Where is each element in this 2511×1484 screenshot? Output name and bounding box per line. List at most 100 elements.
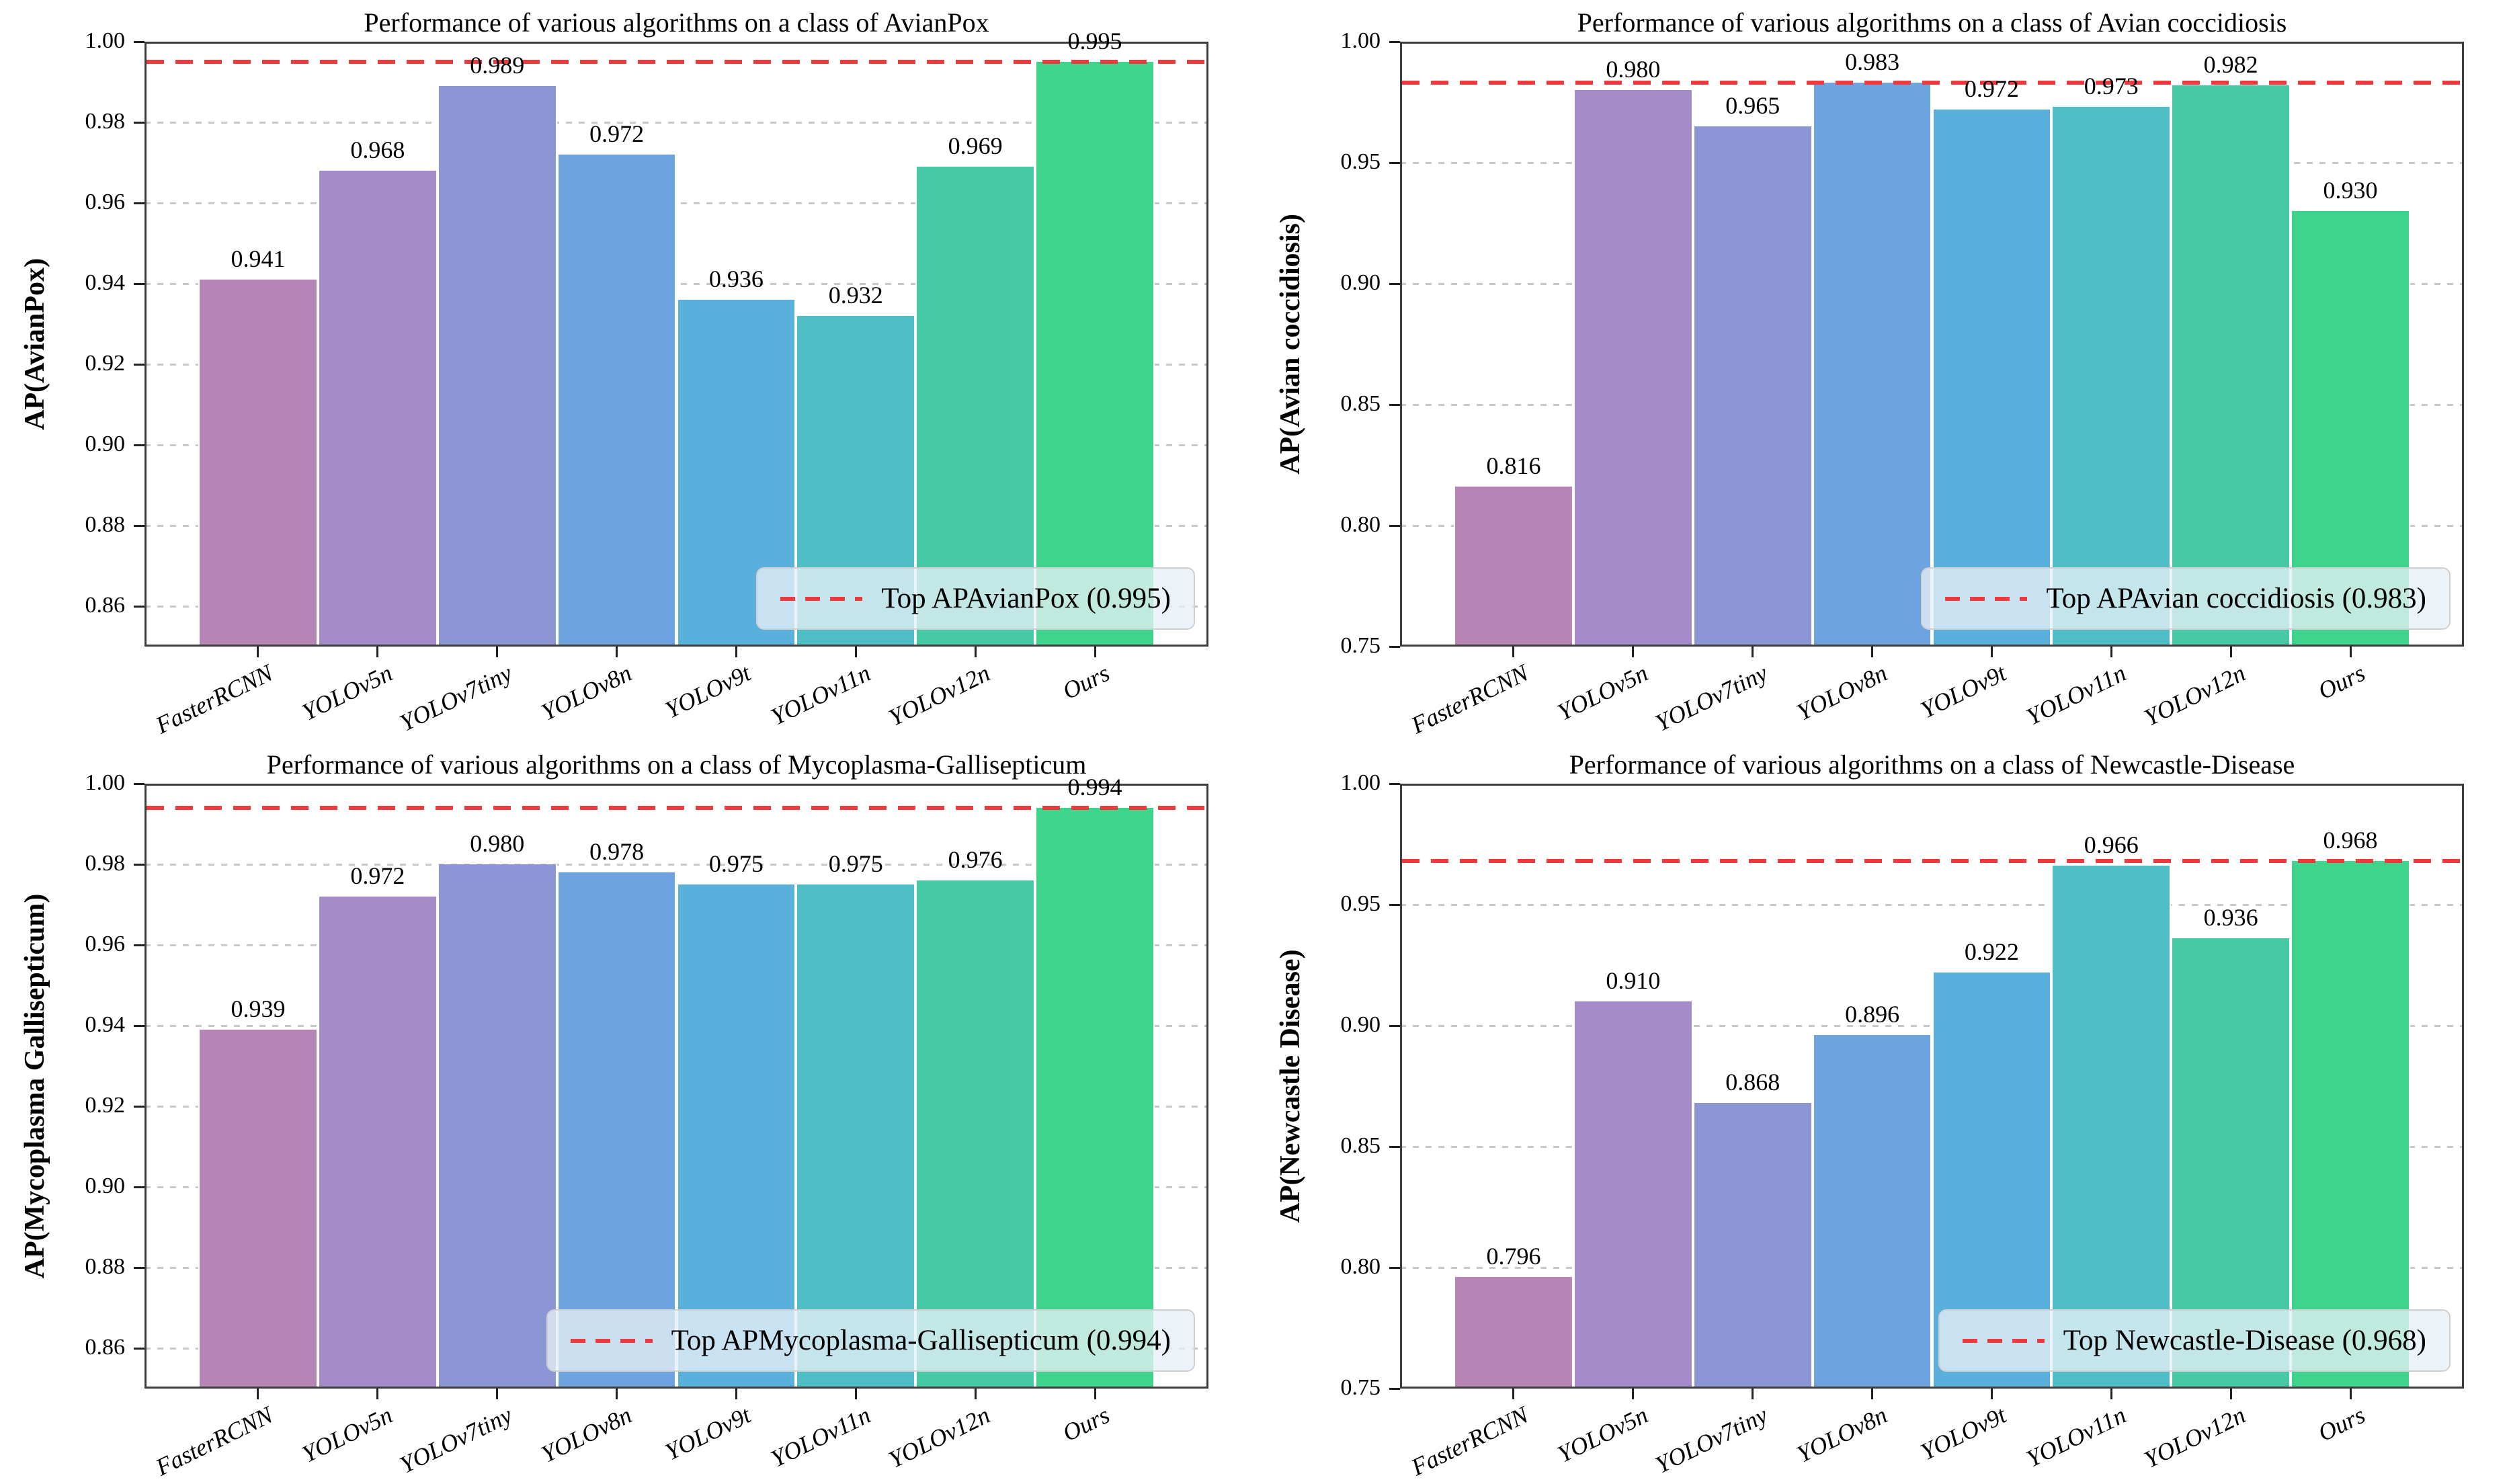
x-tick-mark [616, 647, 618, 657]
y-tick-mark [1389, 282, 1400, 285]
bar-YOLOv5n [317, 171, 438, 645]
y-tick-label: 0.90 [85, 1173, 126, 1198]
x-tick-label: YOLOv12n [2139, 1401, 2250, 1473]
bar-value-label: 0.975 [708, 850, 764, 877]
y-tick-mark [134, 1266, 145, 1269]
y-tick-label: 0.80 [1340, 512, 1381, 537]
legend-label: Top APMycoplasma-Gallisepticum (0.994) [671, 1325, 1171, 1356]
y-gridline [1400, 904, 2464, 906]
y-gridline [145, 202, 1208, 204]
bar-value-label: 0.936 [708, 265, 764, 292]
bar-value-label: 0.980 [1606, 56, 1661, 83]
bar-value-label: 0.868 [1725, 1069, 1780, 1096]
y-gridline [145, 864, 1208, 866]
bar-value-label: 0.796 [1486, 1243, 1541, 1270]
bar-value-label: 0.995 [1067, 28, 1122, 54]
legend-label: Top APAvian coccidiosis (0.983) [2046, 583, 2426, 614]
y-tick-label: 0.90 [1340, 1012, 1381, 1037]
bar-value-label: 0.976 [948, 846, 1003, 873]
y-axis-label: AP(Avian coccidiosis) [1275, 214, 1306, 475]
bar-value-label: 0.972 [589, 120, 645, 147]
chart-title: Performance of various algorithms on a c… [364, 7, 989, 38]
y-tick-label: 0.85 [1340, 391, 1381, 416]
y-tick-mark [1389, 1266, 1400, 1269]
y-tick-label: 0.92 [85, 1093, 126, 1118]
legend-dash-sample [1945, 596, 2028, 601]
x-tick-mark [735, 647, 737, 657]
x-tick-mark [2229, 647, 2232, 657]
y-tick-label: 0.88 [85, 512, 126, 537]
bar-value-label: 0.939 [231, 995, 286, 1022]
x-tick-mark [974, 1389, 977, 1399]
bar-value-label: 0.975 [828, 850, 883, 877]
bar-FasterRCNN [1454, 487, 1573, 645]
y-tick-label: 0.96 [85, 190, 126, 214]
bar-value-label: 0.932 [828, 282, 883, 308]
x-tick-label: FasterRCNN [151, 1401, 277, 1481]
bar-value-label: 0.936 [2203, 904, 2258, 932]
y-tick-label: 1.00 [1340, 28, 1381, 53]
bar-YOLOv7tiny [437, 864, 557, 1387]
y-tick-label: 0.94 [85, 1012, 126, 1037]
x-tick-mark [1871, 647, 1874, 657]
x-tick-label: YOLOv12n [884, 659, 995, 731]
x-tick-label: YOLOv8n [536, 1401, 636, 1468]
bar-value-label: 0.968 [350, 136, 405, 163]
x-tick-label: Ours [1058, 1401, 1114, 1447]
y-tick-mark [1389, 903, 1400, 906]
x-tick-mark [1990, 1389, 1993, 1399]
bar-YOLOv12n [915, 880, 1036, 1387]
bar-value-label: 0.973 [2084, 73, 2139, 100]
y-tick-mark [1389, 161, 1400, 164]
x-tick-label: YOLOv9t [661, 659, 755, 724]
bar-value-label: 0.972 [350, 862, 405, 889]
y-tick-label: 0.75 [1340, 1375, 1381, 1400]
legend-dash-sample [1962, 1338, 2045, 1343]
panel-mycoplasma-gallisepticum: Performance of various algorithms on a c… [0, 742, 1256, 1484]
y-tick-mark [134, 782, 145, 785]
bar-Ours [1035, 808, 1155, 1387]
x-tick-mark [2110, 1389, 2112, 1399]
y-tick-mark [134, 1105, 145, 1108]
x-tick-mark [1632, 1389, 1635, 1399]
bar-value-label: 0.910 [1606, 967, 1661, 994]
y-tick-label: 1.00 [1340, 770, 1381, 795]
bar-YOLOv11n [796, 884, 916, 1387]
y-tick-mark [1389, 524, 1400, 527]
y-tick-label: 0.92 [85, 351, 126, 376]
y-tick-mark [134, 121, 145, 124]
x-tick-mark [2349, 1389, 2352, 1399]
bar-YOLOv5n [1573, 1001, 1693, 1387]
y-tick-label: 0.95 [1340, 149, 1381, 174]
top-ap-line [147, 60, 1206, 64]
y-tick-mark [1389, 40, 1400, 43]
panel-avianpox: Performance of various algorithms on a c… [0, 0, 1256, 742]
y-tick-mark [134, 863, 145, 866]
x-tick-mark [496, 1389, 499, 1399]
x-tick-mark [1512, 647, 1515, 657]
legend-box: Top APAvianPox (0.995) [756, 567, 1195, 630]
bar-YOLOv12n [2171, 85, 2291, 645]
bar-value-label: 0.922 [1964, 938, 2019, 965]
chart-title: Performance of various algorithms on a c… [266, 749, 1087, 780]
bar-value-label: 0.966 [2084, 831, 2139, 859]
y-gridline [145, 283, 1208, 285]
x-tick-label: YOLOv9t [1916, 1401, 2011, 1466]
y-tick-mark [134, 1186, 145, 1188]
y-tick-mark [134, 1024, 145, 1027]
x-tick-mark [616, 1389, 618, 1399]
bar-value-label: 0.965 [1725, 92, 1780, 119]
bar-YOLOv8n [557, 155, 677, 645]
x-tick-mark [1512, 1389, 1515, 1399]
y-tick-label: 0.90 [85, 431, 126, 456]
bar-YOLOv9t [1932, 109, 2052, 645]
bar-value-label: 0.982 [2203, 50, 2258, 78]
legend-box: Top Newcastle-Disease (0.968) [1938, 1309, 2451, 1372]
x-tick-label: YOLOv11n [2022, 1401, 2131, 1473]
y-tick-label: 0.85 [1340, 1133, 1381, 1158]
x-tick-label: YOLOv9t [661, 1401, 755, 1466]
x-tick-label: YOLOv7tiny [1651, 1401, 1772, 1479]
x-tick-label: FasterRCNN [151, 659, 277, 739]
x-tick-mark [1871, 1389, 1874, 1399]
y-tick-mark [134, 40, 145, 43]
